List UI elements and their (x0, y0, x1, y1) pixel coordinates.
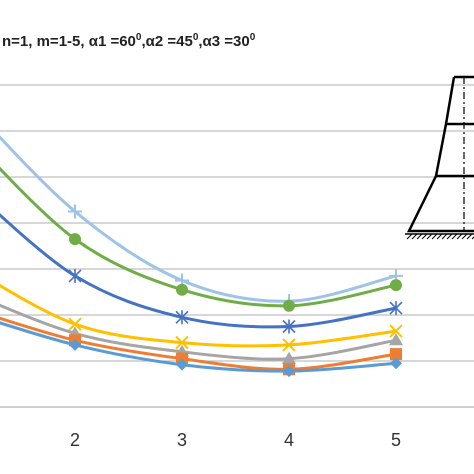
hatch-line (436, 233, 443, 240)
hatch-line (451, 233, 458, 240)
ground-hatch (406, 233, 474, 240)
series-3 (0, 213, 403, 334)
series-group (0, 135, 403, 378)
x-tick-label: 5 (391, 430, 401, 450)
gridlines (0, 84, 474, 362)
x-tick-label: 4 (284, 430, 294, 450)
series-line (0, 166, 398, 308)
hatch-line (411, 233, 418, 240)
title-prefix: n=1, m=1-5, (2, 33, 89, 50)
hatch-line (466, 233, 473, 240)
x-tick-label: 3 (177, 430, 187, 450)
data-point (390, 357, 402, 370)
data-point (68, 204, 82, 219)
series-1 (0, 135, 403, 309)
hatch-line (441, 233, 448, 240)
title-degree-2: 0 (193, 32, 199, 43)
data-point (176, 283, 188, 296)
hatch-line (421, 233, 428, 240)
data-point (69, 233, 81, 246)
series-line (0, 135, 398, 303)
series-line (0, 213, 398, 329)
hatch-line (471, 236, 474, 240)
hatch-line (456, 233, 463, 240)
data-point (283, 365, 295, 378)
title-alpha1: α1 =60 (89, 33, 136, 50)
data-point (68, 317, 82, 331)
series-4 (0, 283, 403, 352)
data-point (176, 358, 188, 371)
hatch-line (446, 233, 453, 240)
x-tick-label: 2 (70, 430, 80, 450)
data-point (69, 338, 81, 351)
hatch-line (461, 233, 468, 240)
data-point (390, 348, 402, 361)
series-line (0, 283, 398, 348)
series-5 (0, 303, 403, 364)
x-tick-labels: 2 3 4 5 (70, 430, 401, 450)
series-line (0, 303, 398, 361)
data-point (175, 310, 189, 325)
data-point (282, 351, 296, 364)
series-7 (0, 321, 402, 378)
data-point (282, 319, 296, 334)
series-2 (0, 166, 402, 312)
hatch-line (406, 233, 413, 240)
hatch-line (426, 233, 433, 240)
data-point (282, 338, 296, 352)
hatch-line (431, 233, 438, 240)
data-point (390, 279, 402, 292)
title-degree-3: 0 (250, 32, 256, 43)
title-alpha2: ,α2 =45 (141, 33, 192, 50)
data-point (283, 299, 295, 312)
data-point (389, 324, 403, 338)
title-alpha3: ,α3 =30 (198, 33, 249, 50)
title-degree-1: 0 (136, 32, 142, 43)
data-point (175, 335, 189, 350)
chart-title: n=1, m=1-5, α1 =600,α2 =450,α3 =300 (2, 32, 256, 50)
data-point (68, 268, 82, 283)
data-point (389, 301, 403, 316)
data-point (389, 333, 403, 346)
structure-diagram (405, 75, 474, 240)
hatch-line (416, 233, 423, 240)
